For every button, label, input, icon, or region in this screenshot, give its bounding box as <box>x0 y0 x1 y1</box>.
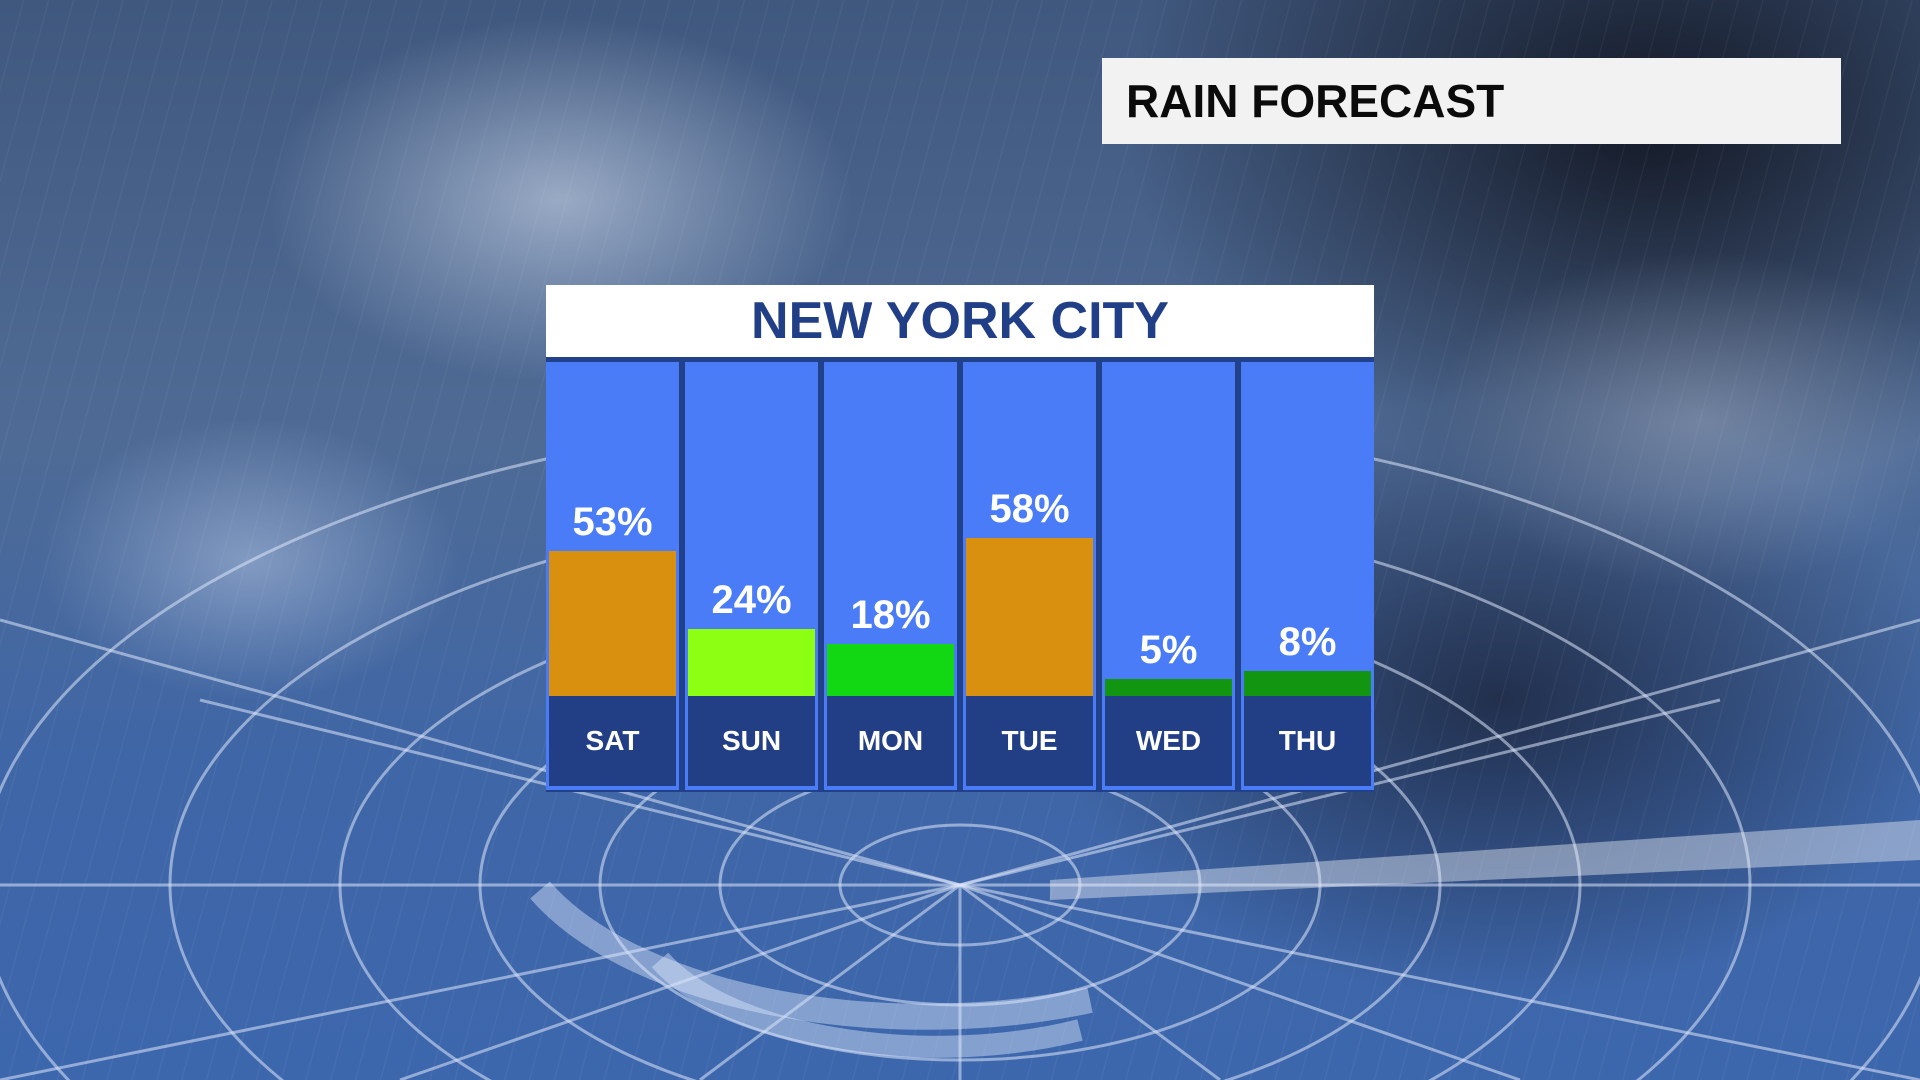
rain-chance-bar <box>1105 679 1232 696</box>
rain-chance-label: 58% <box>989 487 1070 531</box>
rain-chance-bar <box>688 629 815 696</box>
day-column-thu: 8% THU <box>1241 362 1374 790</box>
header-divider <box>546 357 1374 362</box>
day-label: SAT <box>549 696 676 786</box>
day-label: SUN <box>688 696 815 786</box>
day-column-sun: 24% SUN <box>685 362 818 790</box>
day-column-tue: 58% TUE <box>963 362 1096 790</box>
day-label: TUE <box>966 696 1093 786</box>
day-label: WED <box>1105 696 1232 786</box>
day-label: THU <box>1244 696 1371 786</box>
day-column-sat: 53% SAT <box>546 362 679 790</box>
rain-chance-bar <box>966 538 1093 696</box>
rain-forecast-title-box: RAIN FORECAST <box>1102 58 1841 144</box>
rain-chance-label: 24% <box>711 578 792 622</box>
location-header: NEW YORK CITY <box>546 285 1374 357</box>
rain-chance-label: 5% <box>1139 628 1198 672</box>
rain-chance-label: 53% <box>572 500 653 544</box>
day-column-wed: 5% WED <box>1102 362 1235 790</box>
rain-forecast-title: RAIN FORECAST <box>1126 75 1505 127</box>
day-columns: 53% SAT 24% SUN 18% MON 58% TUE 5% WED 8… <box>546 362 1374 792</box>
rain-chance-bar <box>1244 671 1371 696</box>
location-title: NEW YORK CITY <box>751 292 1169 350</box>
forecast-chart-panel: NEW YORK CITY 53% SAT 24% SUN 18% MON 58… <box>546 285 1374 792</box>
day-column-mon: 18% MON <box>824 362 957 790</box>
rain-chance-bar <box>827 644 954 696</box>
rain-chance-label: 18% <box>850 593 931 637</box>
day-label: MON <box>827 696 954 786</box>
rain-chance-bar <box>549 551 676 696</box>
rain-chance-label: 8% <box>1278 620 1337 664</box>
